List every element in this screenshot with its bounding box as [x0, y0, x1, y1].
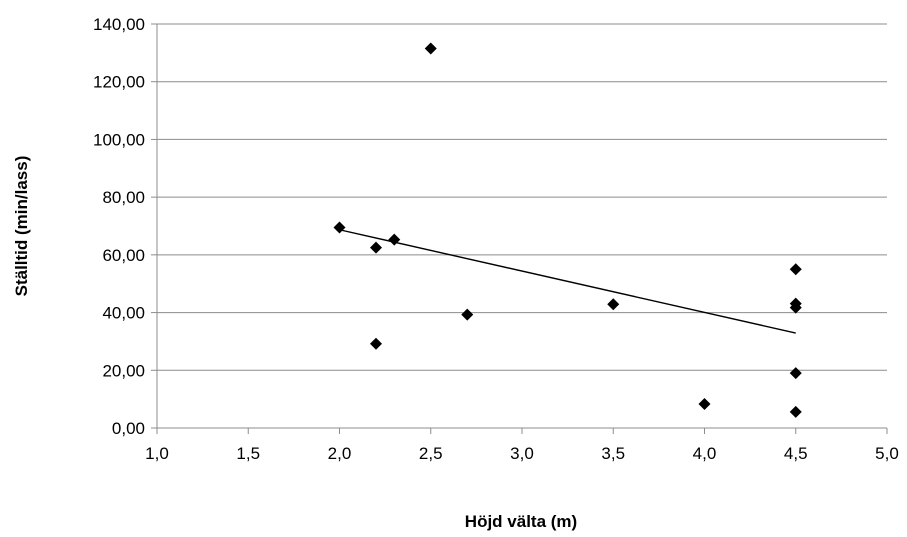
y-tick-label: 0,00	[112, 419, 145, 438]
gridlines	[157, 23, 887, 371]
data-point	[424, 42, 437, 55]
x-tick-label: 3,5	[601, 444, 625, 463]
axes	[151, 23, 888, 434]
x-tick-label: 3,0	[510, 444, 534, 463]
data-point	[333, 221, 346, 234]
data-point	[789, 263, 802, 276]
y-tick-label: 20,00	[102, 361, 145, 380]
data-points	[333, 42, 802, 418]
y-tick-label: 40,00	[102, 304, 145, 323]
data-point	[370, 241, 382, 254]
y-tick-label: 140,00	[93, 15, 145, 34]
y-tick-labels: 0,00 20,00 40,00 60,00 80,00 100,00 120,00 140,…	[93, 15, 145, 438]
data-point	[789, 405, 802, 418]
x-tick-label: 4,0	[693, 444, 717, 463]
y-tick-label: 100,00	[93, 130, 145, 149]
x-axis-title: Höjd välta (m)	[465, 512, 577, 531]
x-tick-label: 1,0	[145, 444, 169, 463]
y-tick-label: 80,00	[102, 188, 145, 207]
y-tick-label: 60,00	[102, 246, 145, 265]
x-tick-label: 1,5	[236, 444, 260, 463]
trendline-group	[339, 229, 796, 334]
data-point	[789, 367, 802, 380]
x-tick-label: 4,5	[784, 444, 808, 463]
data-point	[698, 398, 711, 411]
data-point	[607, 298, 620, 311]
data-point	[461, 308, 474, 321]
data-point	[789, 301, 802, 314]
data-point	[370, 337, 382, 350]
y-axis-title: Ställtid (min/lass)	[12, 156, 31, 297]
trendline	[339, 229, 796, 334]
y-tick-label: 120,00	[93, 73, 145, 92]
data-point	[388, 233, 401, 246]
x-tick-label: 2,5	[419, 444, 443, 463]
x-tick-label: 2,0	[328, 444, 352, 463]
x-tick-label: 5,0	[875, 444, 899, 463]
x-tick-labels: 1,0 1,5 2,0 2,5 3,0 3,5 4,0 4,5 5,0	[145, 444, 899, 463]
